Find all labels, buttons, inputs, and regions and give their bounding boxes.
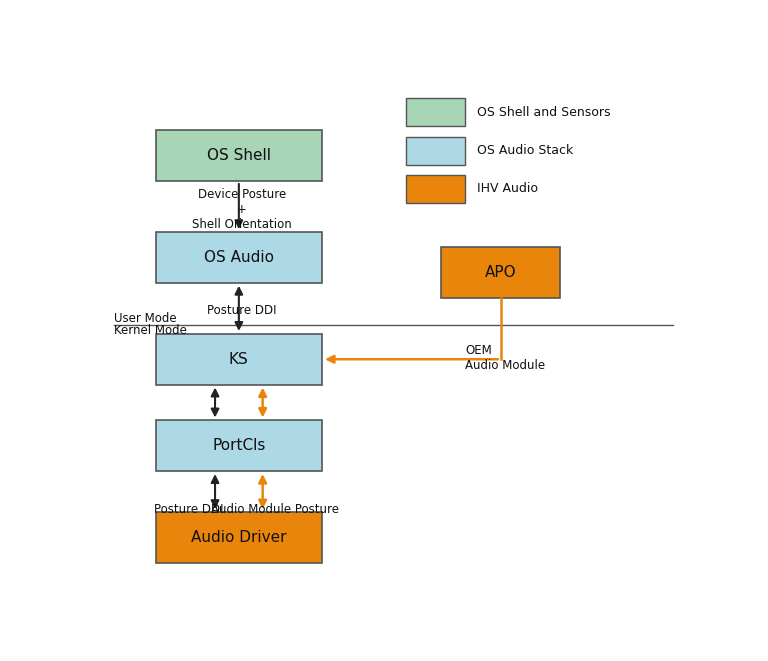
Text: IHV Audio: IHV Audio [477, 182, 538, 195]
Text: OS Audio: OS Audio [204, 250, 274, 265]
Text: OS Shell and Sensors: OS Shell and Sensors [477, 106, 611, 119]
FancyBboxPatch shape [155, 130, 323, 181]
Text: Posture DDI: Posture DDI [207, 304, 276, 317]
Text: Posture DDI: Posture DDI [154, 503, 223, 516]
Text: Audio Driver: Audio Driver [191, 530, 286, 545]
Text: Device Posture
+
Shell Orientation: Device Posture + Shell Orientation [192, 188, 292, 231]
FancyBboxPatch shape [406, 175, 465, 203]
Text: Audio Module Posture: Audio Module Posture [210, 503, 339, 516]
FancyBboxPatch shape [441, 247, 561, 298]
FancyBboxPatch shape [155, 420, 323, 471]
FancyBboxPatch shape [155, 232, 323, 283]
FancyBboxPatch shape [406, 98, 465, 126]
Text: OEM
Audio Module: OEM Audio Module [465, 344, 545, 372]
Text: APO: APO [485, 265, 517, 280]
FancyBboxPatch shape [406, 137, 465, 165]
Text: User Mode: User Mode [114, 312, 177, 325]
Text: OS Audio Stack: OS Audio Stack [477, 144, 573, 157]
Text: PortCls: PortCls [212, 438, 266, 453]
Text: KS: KS [229, 352, 249, 367]
Text: Kernel Mode: Kernel Mode [114, 325, 187, 337]
FancyBboxPatch shape [155, 334, 323, 385]
Text: OS Shell: OS Shell [207, 148, 271, 163]
FancyBboxPatch shape [155, 512, 323, 563]
